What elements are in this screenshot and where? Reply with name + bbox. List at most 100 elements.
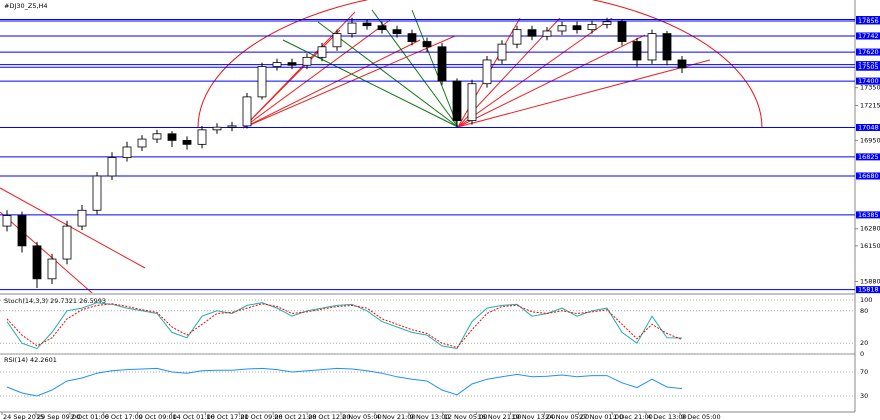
y-tick-label: 17350 <box>860 84 880 92</box>
channel <box>0 187 146 293</box>
level-label-bg <box>856 211 880 219</box>
candle-body <box>287 62 297 66</box>
candle-body <box>542 30 552 37</box>
x-tick-label: 9 Dec 05:00 <box>681 413 721 420</box>
candle-body <box>47 258 57 280</box>
candle-body <box>242 96 252 127</box>
x-tick-label: 29 Sep 09:00 <box>37 413 80 420</box>
candle-body <box>257 66 267 98</box>
rsi-title: RSI(14) 42.2601 <box>4 356 57 364</box>
candle-body <box>677 59 687 69</box>
y-tick-label: 0 <box>860 350 864 358</box>
x-tick-label: 21 Oct 09:00 <box>240 413 282 420</box>
candle-body <box>377 25 387 31</box>
x-tick-label: 2 Oct 01:00 <box>71 413 109 420</box>
candle-body <box>227 125 237 128</box>
fan-red-1 <box>242 11 456 129</box>
level-label: 16385 <box>858 211 879 219</box>
candle-body <box>647 33 657 61</box>
candle-body <box>422 41 432 48</box>
candle-body <box>302 56 312 66</box>
x-tick-label: 1 Dec 21:00 <box>613 413 653 420</box>
candle-body <box>167 133 177 141</box>
y-tick-label: 80 <box>860 307 868 315</box>
candle-body <box>437 46 447 82</box>
level-label: 17505 <box>858 63 879 71</box>
candle-body <box>497 43 507 61</box>
level-label: 15818 <box>858 286 879 294</box>
candle-body <box>32 245 42 280</box>
candle-body <box>2 215 12 227</box>
candle-body <box>272 62 282 67</box>
level-label-bg <box>856 32 880 40</box>
candle-body <box>137 138 147 148</box>
candle-body <box>317 46 327 58</box>
candle-body <box>587 23 597 31</box>
x-tick-label: 9 Oct 09:00 <box>139 413 177 420</box>
y-tick-label: 20 <box>860 339 868 347</box>
level-label: 17620 <box>858 48 879 56</box>
x-tick-label: 12 Nov 05:00 <box>444 413 488 420</box>
candle-body <box>122 146 132 158</box>
y-tick-label: 16280 <box>860 225 880 233</box>
candle-body <box>92 175 102 211</box>
level-label-bg <box>856 17 880 25</box>
x-tick-label: 6 Oct 17:00 <box>105 413 143 420</box>
candle-body <box>617 21 627 42</box>
candle-body <box>482 59 492 85</box>
y-tick-label: 16950 <box>860 136 880 144</box>
candle-body <box>362 22 372 27</box>
y-tick-label: 15880 <box>860 277 880 285</box>
candle-body <box>107 157 117 177</box>
candle-body <box>452 80 462 122</box>
y-tick-label: 70 <box>860 368 868 376</box>
stoch-title: Stoch(14,3,3) 29.7321 26.5993 <box>4 297 106 305</box>
level-label: 17742 <box>858 32 879 40</box>
y-tick-label: 17215 <box>860 101 880 109</box>
candle-body <box>572 25 582 31</box>
fib-arc <box>197 0 763 129</box>
x-tick-label: 24 Nov 05:00 <box>545 413 589 420</box>
candle-body <box>407 33 417 42</box>
level-label-bg <box>856 286 880 294</box>
level-label: 16825 <box>858 153 879 161</box>
x-tick-label: 9 Nov 13:00 <box>410 413 450 420</box>
x-tick-label: 27 Nov 01:00 <box>579 413 623 420</box>
level-label: 17400 <box>858 77 879 85</box>
x-tick-label: 14 Oct 01:00 <box>173 413 215 420</box>
x-tick-label: 26 Oct 21:00 <box>274 413 316 420</box>
indicator-line <box>6 303 683 349</box>
indicator-line <box>6 367 683 397</box>
x-tick-label: 24 Sep 2015 <box>3 413 44 420</box>
candle-body <box>77 209 87 227</box>
candle-body <box>197 129 207 145</box>
candle-body <box>467 83 477 122</box>
candle-body <box>632 41 642 61</box>
level-label-bg <box>856 77 880 85</box>
candle-body <box>527 29 537 37</box>
candle-body <box>212 126 222 131</box>
x-tick-label: 16 Nov 21:00 <box>478 413 522 420</box>
x-tick-label: 16 Oct 17:00 <box>206 413 248 420</box>
candle-body <box>602 21 612 25</box>
level-label-bg <box>856 123 880 131</box>
candle-body <box>512 29 522 45</box>
candle-body <box>182 139 192 145</box>
x-tick-label: 19 Nov 13:00 <box>512 413 556 420</box>
candle-body <box>347 22 357 35</box>
candle-body <box>662 33 672 61</box>
y-tick-label: 100 <box>860 296 872 304</box>
level-label-bg <box>856 48 880 56</box>
candle-body <box>17 215 27 247</box>
candle-body <box>152 133 162 140</box>
x-tick-label: 2 Nov 05:00 <box>342 413 382 420</box>
level-label-bg <box>856 63 880 71</box>
candle-body <box>557 25 567 32</box>
candle-body <box>332 33 342 48</box>
level-label-bg <box>856 172 880 180</box>
x-tick-label: 4 Nov 21:00 <box>376 413 416 420</box>
y-tick-label: 30 <box>860 392 868 400</box>
x-tick-label: 28 Oct 12:00 <box>308 413 350 420</box>
y-tick-label: 16150 <box>860 242 880 250</box>
